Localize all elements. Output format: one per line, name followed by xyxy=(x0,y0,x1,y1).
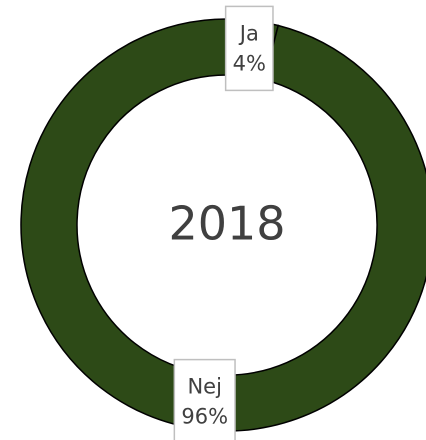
slice xyxy=(20,18,426,432)
label-value: 4% xyxy=(233,51,266,75)
center-text: 2018 xyxy=(168,197,285,251)
labels: Ja 4% Nej 96% xyxy=(173,5,274,440)
data-label: Nej 96% xyxy=(173,358,236,440)
label-category: Nej xyxy=(187,375,221,399)
label-box xyxy=(224,5,274,92)
label-category: Ja xyxy=(238,21,259,45)
data-label: Ja 4% xyxy=(224,5,274,92)
label-box xyxy=(173,358,236,440)
label-value: 96% xyxy=(181,405,228,429)
